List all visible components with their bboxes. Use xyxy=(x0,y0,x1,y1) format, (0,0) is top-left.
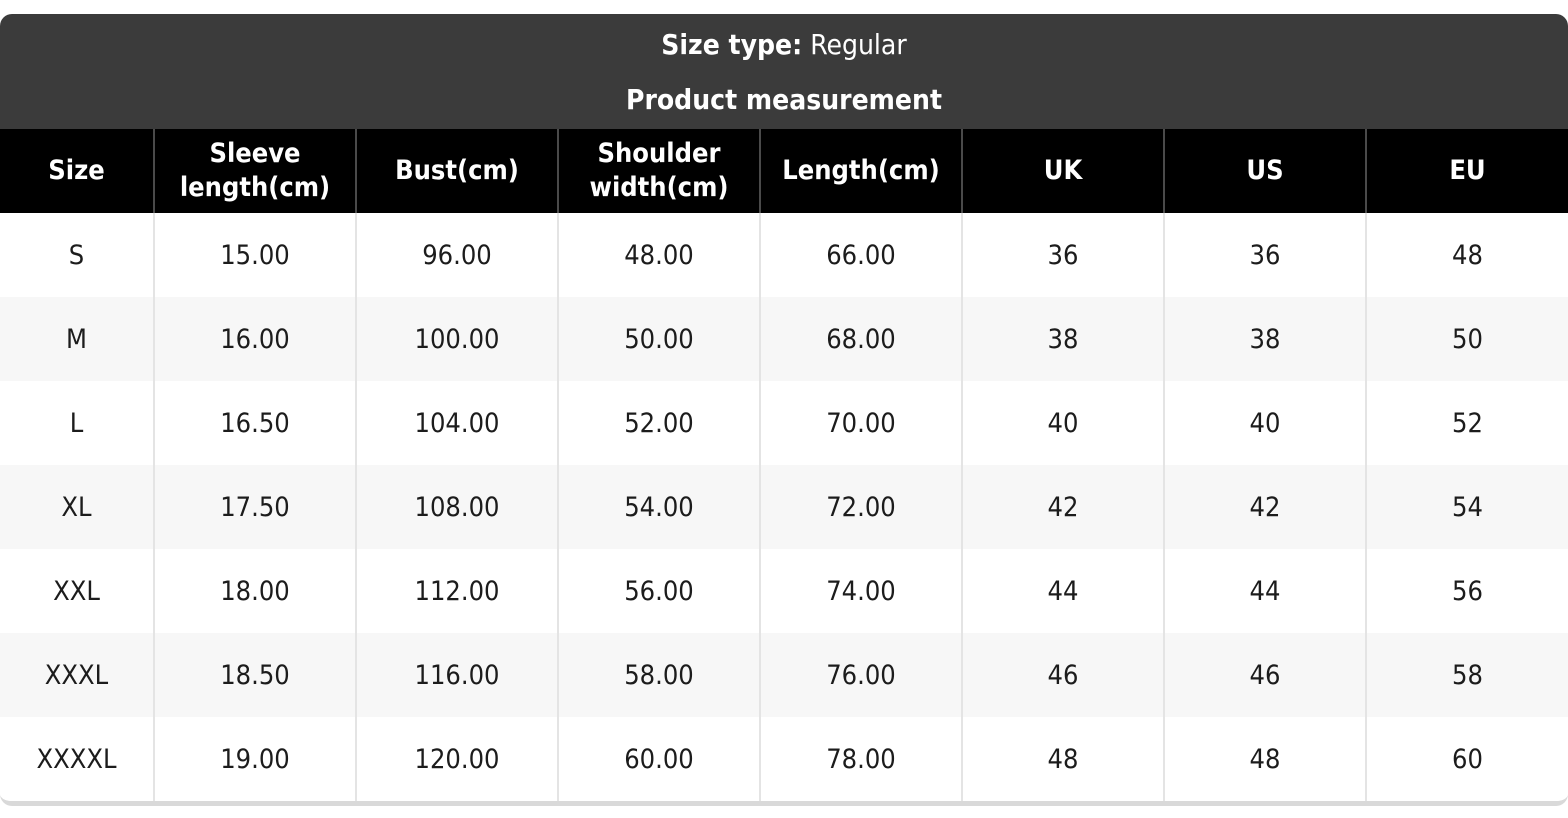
table-cell: 15.00 xyxy=(153,213,356,297)
table-cell: XXXXL xyxy=(0,717,154,801)
table-cell: 60.00 xyxy=(557,717,760,801)
size-chart: Size type: Regular Product measurement S… xyxy=(0,14,1568,806)
column-header-length: Length(cm) xyxy=(759,129,962,213)
table-cell: 72.00 xyxy=(759,465,962,549)
table-cell: 54.00 xyxy=(557,465,760,549)
table-cell: 68.00 xyxy=(759,297,962,381)
size-type-label: Size type: xyxy=(661,28,803,61)
table-cell: 46 xyxy=(1163,633,1366,717)
table-cell: 44 xyxy=(961,549,1164,633)
column-header-us: US xyxy=(1163,129,1366,213)
table-row: XXL 18.00 112.00 56.00 74.00 44 44 56 xyxy=(0,549,1568,633)
table-cell: 116.00 xyxy=(355,633,558,717)
table-cell: 104.00 xyxy=(355,381,558,465)
table-cell: 52 xyxy=(1365,381,1568,465)
table-cell: 38 xyxy=(961,297,1164,381)
table-cell: 120.00 xyxy=(355,717,558,801)
table-cell: 18.50 xyxy=(153,633,356,717)
table-cell: 40 xyxy=(961,381,1164,465)
table-cell: XXL xyxy=(0,549,154,633)
table-cell: 50.00 xyxy=(557,297,760,381)
table-row: S 15.00 96.00 48.00 66.00 36 36 48 xyxy=(0,213,1568,297)
table-cell: 50 xyxy=(1365,297,1568,381)
table-cell: 60 xyxy=(1365,717,1568,801)
table-cell: L xyxy=(0,381,154,465)
table-cell: XXXL xyxy=(0,633,154,717)
table-cell: 56.00 xyxy=(557,549,760,633)
table-cell: 70.00 xyxy=(759,381,962,465)
table-cell: 56 xyxy=(1365,549,1568,633)
table-cell: 48.00 xyxy=(557,213,760,297)
table-cell: 100.00 xyxy=(355,297,558,381)
table-cell: 52.00 xyxy=(557,381,760,465)
table-cell: 96.00 xyxy=(355,213,558,297)
table-cell: 36 xyxy=(961,213,1164,297)
table-cell: 58 xyxy=(1365,633,1568,717)
table-cell: S xyxy=(0,213,154,297)
table-cell: 48 xyxy=(1365,213,1568,297)
table-cell: 74.00 xyxy=(759,549,962,633)
column-header-eu: EU xyxy=(1365,129,1568,213)
table-cell: 76.00 xyxy=(759,633,962,717)
table-cell: 58.00 xyxy=(557,633,760,717)
column-header-sleeve-length: Sleeve length(cm) xyxy=(153,129,356,213)
table-row: L 16.50 104.00 52.00 70.00 40 40 52 xyxy=(0,381,1568,465)
table-cell: M xyxy=(0,297,154,381)
table-cell: 48 xyxy=(1163,717,1366,801)
table-cell: 42 xyxy=(1163,465,1366,549)
table-cell: 17.50 xyxy=(153,465,356,549)
table-cell: 44 xyxy=(1163,549,1366,633)
table-cell: 112.00 xyxy=(355,549,558,633)
table-cell: 36 xyxy=(1163,213,1366,297)
column-header-bust: Bust(cm) xyxy=(355,129,558,213)
size-table-body: S 15.00 96.00 48.00 66.00 36 36 48 M 16.00 100.00 5… xyxy=(0,213,1568,801)
table-cell: 38 xyxy=(1163,297,1366,381)
table-row: M 16.00 100.00 50.00 68.00 38 38 50 xyxy=(0,297,1568,381)
size-type-value: Regular xyxy=(810,28,907,61)
table-cell: XL xyxy=(0,465,154,549)
table-cell: 108.00 xyxy=(355,465,558,549)
table-cell: 40 xyxy=(1163,381,1366,465)
table-row: XXXL 18.50 116.00 58.00 76.00 46 46 58 xyxy=(0,633,1568,717)
table-row: XL 17.50 108.00 54.00 72.00 42 42 54 xyxy=(0,465,1568,549)
table-cell: 19.00 xyxy=(153,717,356,801)
table-cell: 16.50 xyxy=(153,381,356,465)
header-row: Size Sleeve length(cm) Bust(cm) Shoulder… xyxy=(0,129,1568,213)
column-header-size: Size xyxy=(0,129,154,213)
column-header-shoulder-width: Shoulder width(cm) xyxy=(557,129,760,213)
table-cell: 78.00 xyxy=(759,717,962,801)
table-cell: 48 xyxy=(961,717,1164,801)
product-measurement-title: Product measurement xyxy=(625,83,942,116)
table-cell: 18.00 xyxy=(153,549,356,633)
size-type-line: Size type: Regular xyxy=(0,27,1568,63)
table-cell: 16.00 xyxy=(153,297,356,381)
table-cell: 46 xyxy=(961,633,1164,717)
size-table-head: Size Sleeve length(cm) Bust(cm) Shoulder… xyxy=(0,129,1568,213)
size-chart-banner: Size type: Regular Product measurement xyxy=(0,14,1568,129)
table-cell: 54 xyxy=(1365,465,1568,549)
table-row: XXXXL 19.00 120.00 60.00 78.00 48 48 60 xyxy=(0,717,1568,801)
column-header-uk: UK xyxy=(961,129,1164,213)
size-table: Size Sleeve length(cm) Bust(cm) Shoulder… xyxy=(0,129,1568,801)
table-cell: 66.00 xyxy=(759,213,962,297)
table-cell: 42 xyxy=(961,465,1164,549)
